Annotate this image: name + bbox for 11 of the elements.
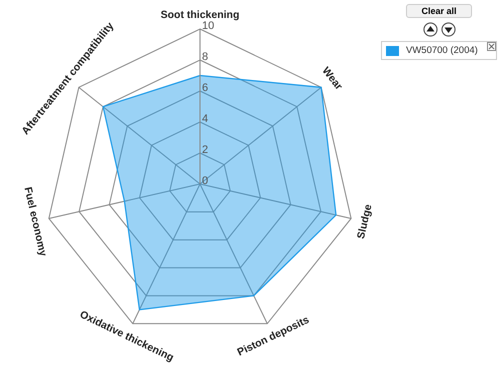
y-tick-label: 6 (202, 82, 208, 94)
y-tick-label: 0 (202, 175, 208, 187)
legend-label: VW50700 (2004) (406, 45, 478, 56)
spoke-label: Fuel economy (22, 186, 49, 258)
y-tick-label: 4 (202, 113, 208, 125)
spoke-label: Sludge (355, 203, 375, 240)
y-tick-label: 8 (202, 51, 208, 63)
spoke-label: Soot thickening (160, 9, 240, 21)
y-tick-label: 2 (202, 144, 208, 156)
y-tick-label: 10 (202, 20, 214, 32)
clear-button: Clear all (406, 4, 472, 18)
